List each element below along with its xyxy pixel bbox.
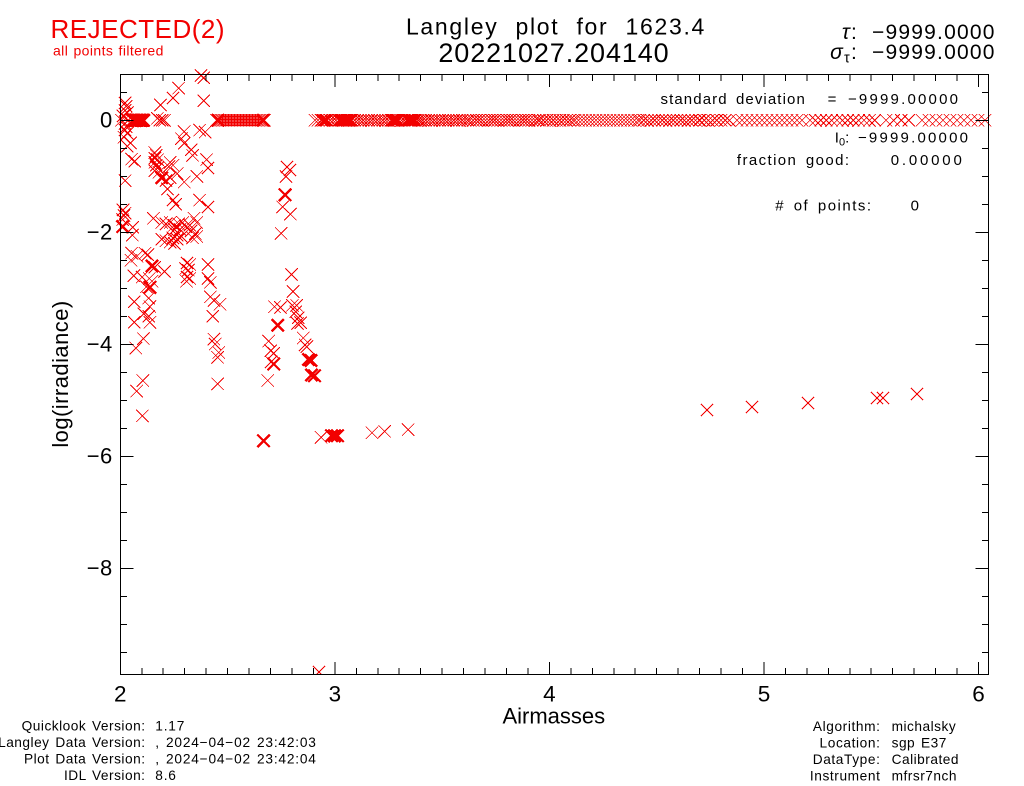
svg-text:all points filtered: all points filtered	[53, 43, 164, 59]
svg-text:=: =	[828, 91, 837, 108]
svg-text:log(irradiance): log(irradiance)	[48, 300, 73, 447]
svg-text:Quicklook Version:: Quicklook Version:	[22, 718, 146, 733]
svg-text:στ: −9999.0000: στ: −9999.0000	[830, 41, 995, 66]
svg-text:20221027.204140: 20221027.204140	[438, 38, 669, 68]
svg-text:REJECTED(2): REJECTED(2)	[51, 14, 226, 44]
svg-text:0.00000: 0.00000	[891, 152, 965, 169]
svg-text:sgp E37: sgp E37	[892, 735, 947, 750]
svg-text:−2: −2	[87, 220, 113, 245]
svg-text:0: 0	[911, 197, 919, 214]
svg-text:I0:: I0:	[835, 129, 849, 148]
svg-text:6: 6	[972, 682, 985, 707]
svg-text:IDL Version:: IDL Version:	[64, 768, 146, 783]
svg-text:michalsky: michalsky	[892, 719, 957, 734]
svg-text:−6: −6	[87, 444, 113, 469]
svg-text:# of points:: # of points:	[775, 197, 872, 214]
svg-text:DataType:: DataType:	[813, 752, 881, 767]
svg-text:Algorithm:: Algorithm:	[813, 719, 881, 734]
svg-text:5: 5	[758, 682, 771, 707]
svg-text:1.17: 1.17	[155, 718, 185, 733]
svg-text:mfrsr7nch: mfrsr7nch	[892, 768, 957, 783]
svg-text:3: 3	[329, 682, 342, 707]
svg-text:standard deviation: standard deviation	[661, 91, 806, 108]
svg-text:Location:: Location:	[820, 735, 881, 750]
svg-text:fraction good:: fraction good:	[737, 152, 851, 169]
svg-text:0: 0	[100, 108, 113, 133]
svg-text:Langley plot for 1623.4: Langley plot for 1623.4	[406, 14, 706, 40]
svg-text:Langley Data Version:: Langley Data Version:	[0, 735, 146, 750]
svg-text:2: 2	[114, 682, 127, 707]
svg-text:Plot Data Version:: Plot Data Version:	[24, 751, 146, 766]
svg-text:Airmasses: Airmasses	[502, 704, 605, 729]
svg-text:Instrument: Instrument	[810, 768, 881, 783]
svg-text:−9999.00000: −9999.00000	[858, 129, 970, 146]
svg-text:τ: −9999.0000: τ: −9999.0000	[842, 21, 996, 44]
svg-text:Calibrated: Calibrated	[892, 752, 959, 767]
svg-text:−4: −4	[87, 332, 113, 357]
svg-text:4: 4	[543, 682, 556, 707]
svg-text:, 2024−04−02 23:42:04: , 2024−04−02 23:42:04	[155, 751, 316, 766]
svg-text:, 2024−04−02 23:42:03: , 2024−04−02 23:42:03	[155, 735, 316, 750]
svg-text:−8: −8	[87, 556, 113, 581]
svg-text:−9999.00000: −9999.00000	[848, 91, 960, 108]
svg-text:8.6: 8.6	[155, 768, 176, 783]
